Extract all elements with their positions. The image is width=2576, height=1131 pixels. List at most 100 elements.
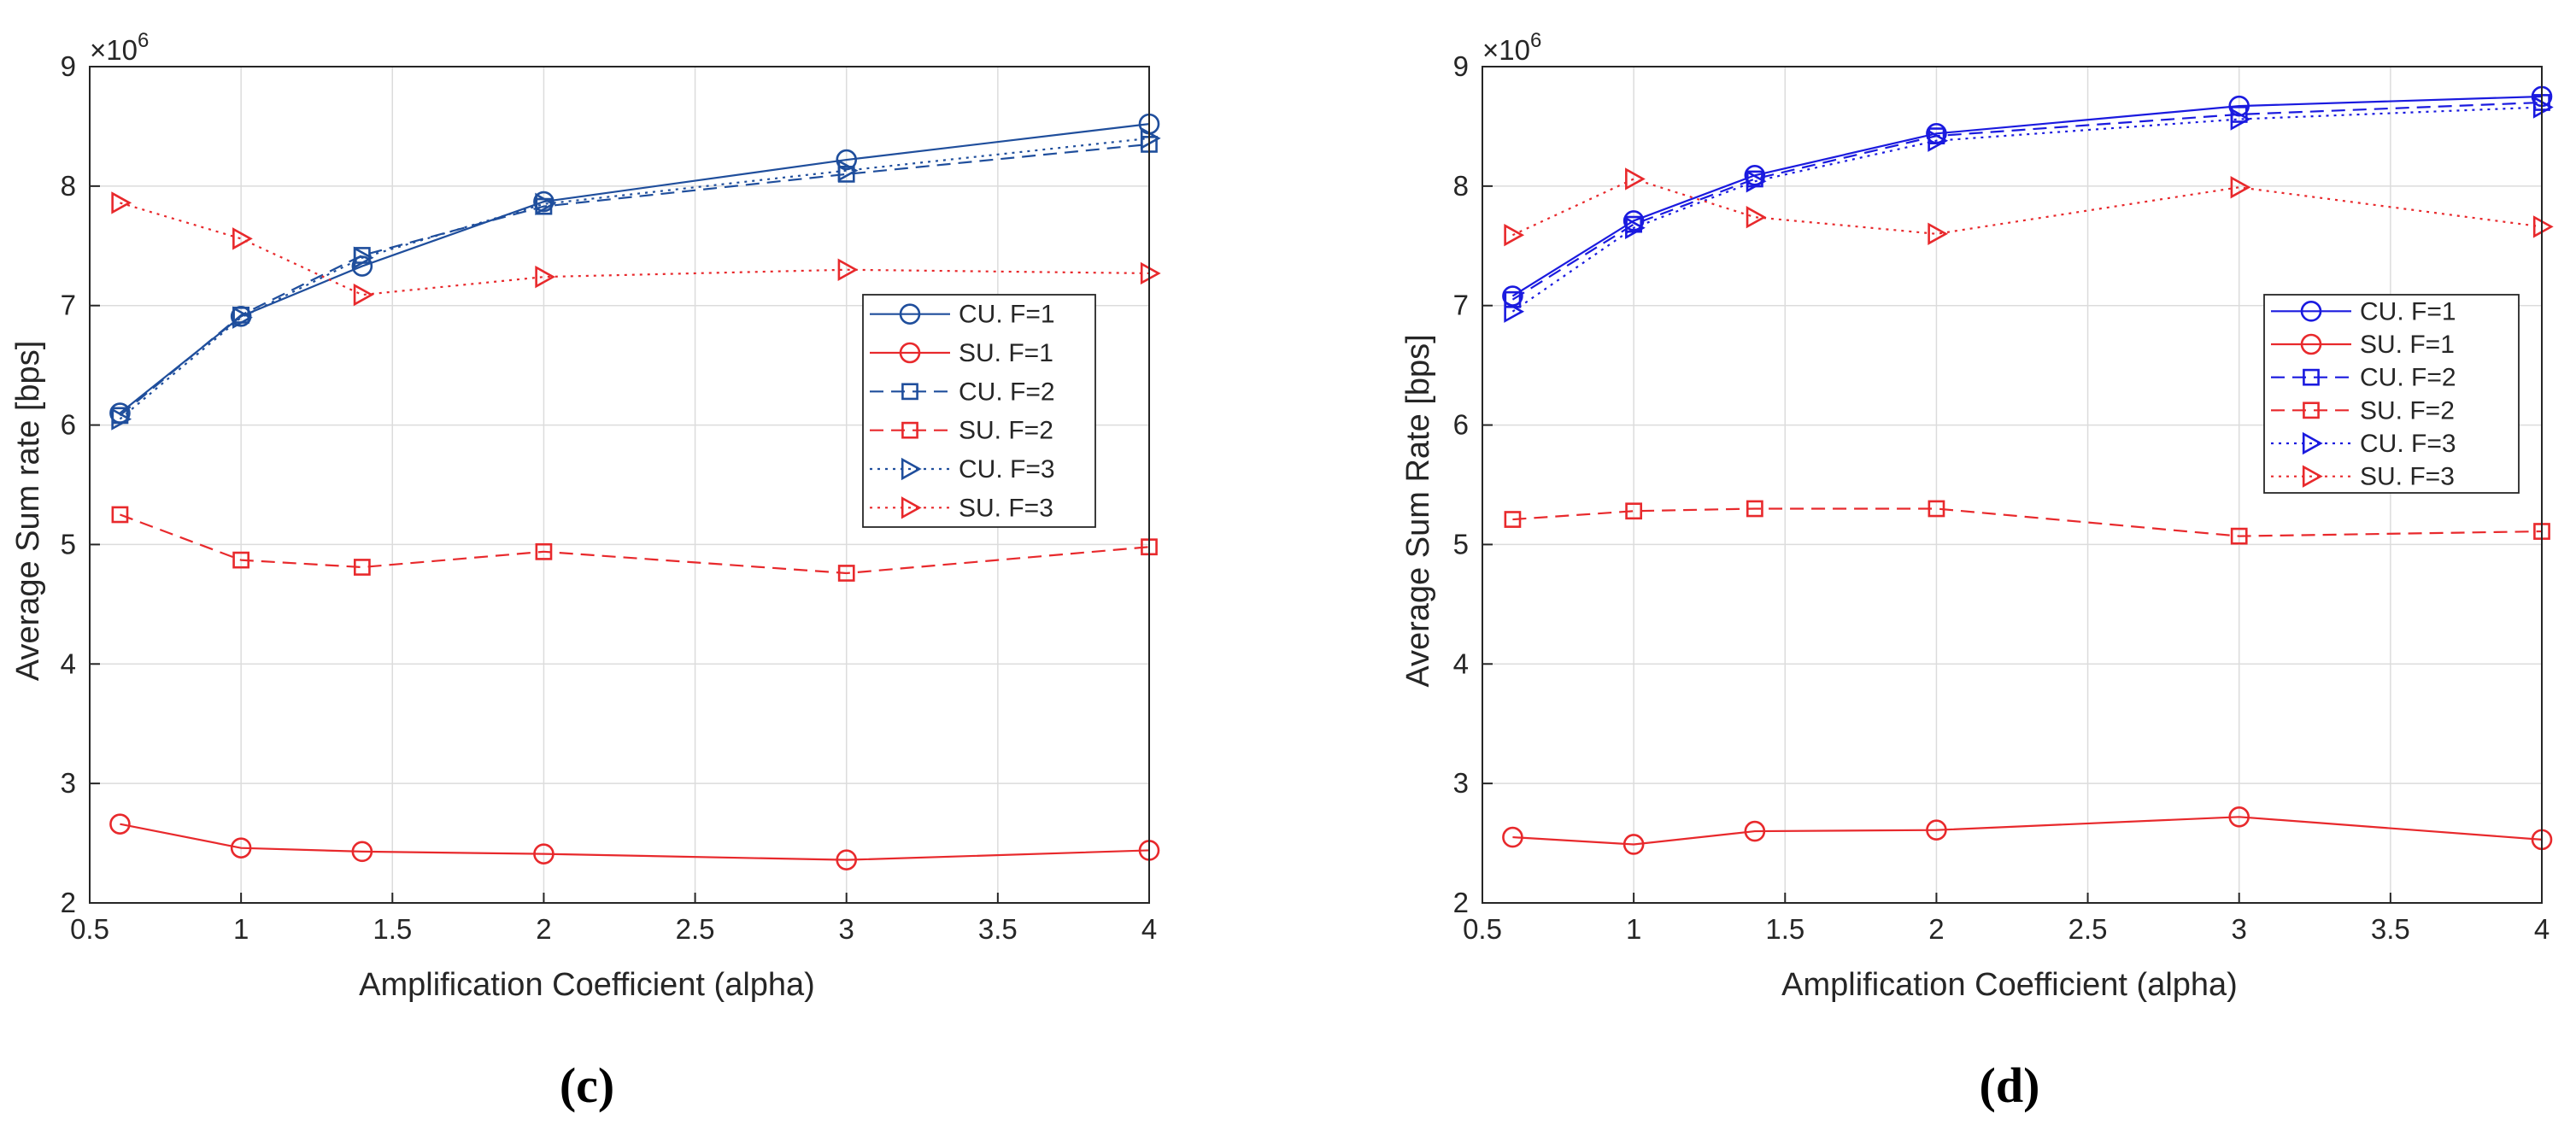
x-tick-label: 3.5 (2371, 913, 2410, 945)
x-tick-label: 4 (1141, 913, 1157, 945)
data-point (1140, 261, 1161, 285)
series-line (1512, 507, 2543, 537)
data-point (1928, 222, 1949, 246)
legend-marker (2302, 431, 2323, 455)
y-tick-label: 7 (1453, 290, 1469, 321)
series-line (120, 823, 1150, 861)
panel-label-d: (d) (1980, 1058, 2040, 1113)
legend-label: SU. F=2 (2360, 396, 2455, 425)
x-tick-label: 0.5 (1463, 913, 1502, 945)
series-line (1511, 106, 2543, 313)
y-tick-label: 6 (61, 409, 76, 441)
x-tick-label: 1 (233, 913, 249, 945)
data-point (353, 559, 371, 576)
data-point (1746, 206, 1767, 229)
data-point (232, 227, 253, 250)
y-tick-label: 4 (61, 648, 76, 679)
series-line (1511, 178, 2543, 237)
y-axis-multiplier: ×106 (90, 29, 149, 66)
axes-box (89, 66, 1150, 904)
data-point (533, 843, 555, 864)
x-tick-label: 0.5 (70, 913, 109, 945)
legend-marker (2300, 301, 2322, 322)
data-point (2228, 806, 2250, 828)
y-axis-label: Average Sum Rate [bps] (1400, 334, 1436, 687)
data-point (230, 837, 252, 859)
axes-box (1482, 66, 2543, 904)
data-point (837, 159, 859, 182)
series-su-f-3 (1504, 167, 2554, 247)
series-line (119, 143, 1150, 417)
legend-label: SU. F=2 (959, 417, 1053, 445)
x-tick-label: 1.5 (1765, 913, 1804, 945)
data-point (2230, 527, 2248, 545)
x-tick-label: 2 (1928, 913, 1944, 945)
legend-label: CU. F=3 (959, 455, 1055, 483)
series-line (120, 513, 1150, 575)
legend-label: SU. F=1 (959, 339, 1053, 367)
y-tick-label: 3 (1453, 767, 1469, 799)
legend-marker (901, 457, 922, 481)
y-tick-label: 3 (61, 767, 76, 799)
x-tick-label: 3 (839, 913, 854, 945)
data-point (837, 565, 855, 582)
chart-panel-d: (d) Amplification Coefficient (alpha) Av… (1400, 29, 2554, 1113)
legend-label: SU. F=3 (2360, 463, 2455, 491)
data-point (353, 283, 374, 307)
x-axis-label: Amplification Coefficient (alpha) (1781, 967, 2238, 1003)
legend-marker (2303, 368, 2320, 386)
y-tick-label: 4 (1453, 648, 1469, 679)
x-tick-label: 4 (2534, 913, 2550, 945)
legend-label: CU. F=2 (959, 378, 1055, 406)
data-point (1926, 819, 1947, 841)
series-su-f-3 (111, 191, 1161, 307)
data-point (1504, 300, 1525, 323)
legend-box (2263, 294, 2520, 494)
legend-label: SU. F=1 (2360, 331, 2455, 359)
y-tick-label: 2 (61, 887, 76, 918)
x-tick-label: 2 (536, 913, 551, 945)
data-point (2230, 108, 2251, 131)
data-point (1746, 170, 1767, 193)
data-point (1744, 164, 1766, 186)
x-tick-label: 3.5 (978, 913, 1018, 945)
data-point (535, 192, 556, 216)
data-point (353, 246, 374, 269)
data-point (1928, 500, 1945, 518)
y-tick-label: 8 (61, 170, 76, 202)
data-point (1744, 820, 1766, 842)
panel-label-c: (c) (560, 1058, 614, 1113)
legend-label: CU. F=2 (2360, 364, 2456, 392)
x-tick-label: 1 (1626, 913, 1641, 945)
legend-marker (2302, 465, 2323, 488)
data-point (111, 407, 132, 431)
legend-label: CU. F=3 (2360, 430, 2456, 458)
data-point (109, 813, 131, 835)
y-tick-label: 5 (61, 528, 76, 560)
legend-label: CU. F=1 (959, 301, 1055, 329)
data-point (2532, 96, 2554, 119)
legend-marker (899, 303, 921, 325)
legend: CU. F=1 SU. F=1 CU. F=2 SU. F=2 CU. F=3 SU. F… (2263, 294, 2520, 494)
x-tick-label: 2.5 (2068, 913, 2108, 945)
y-tick-label: 8 (1453, 170, 1469, 202)
data-point (2532, 215, 2554, 238)
data-point (351, 841, 373, 863)
data-point (1504, 223, 1525, 247)
data-point (111, 506, 129, 524)
data-point (2230, 176, 2251, 199)
legend-marker (901, 383, 918, 401)
legend-marker (899, 342, 921, 364)
y-tick-label: 9 (61, 50, 76, 82)
data-point (111, 191, 132, 214)
data-point (232, 306, 253, 329)
data-point (1625, 216, 1646, 240)
x-axis-label: Amplification Coefficient (alpha) (359, 967, 815, 1003)
legend-box (862, 294, 1096, 528)
series-cu-f-3 (1504, 96, 2554, 323)
data-point (2228, 95, 2250, 117)
series-su-f-1 (1502, 806, 2553, 855)
legend-marker (901, 421, 918, 439)
legend-marker (2303, 401, 2320, 419)
data-point (232, 551, 250, 569)
